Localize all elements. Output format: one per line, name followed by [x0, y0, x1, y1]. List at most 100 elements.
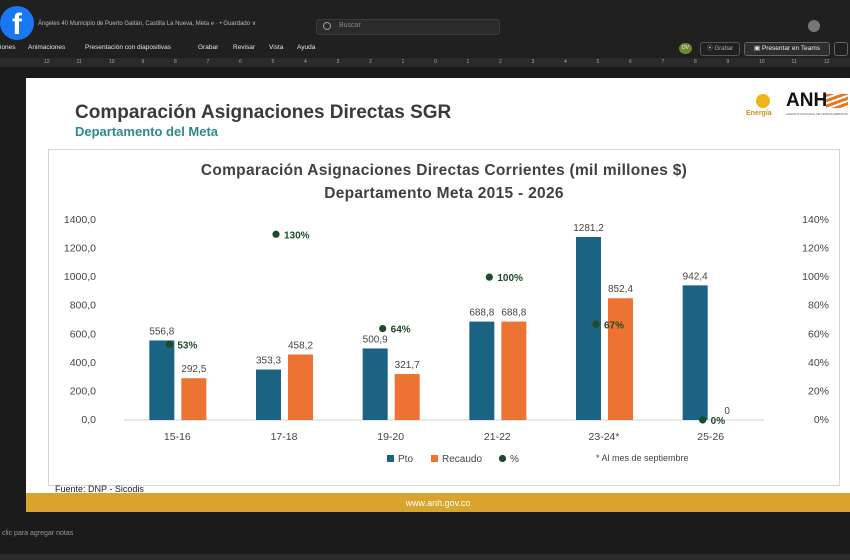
- bar-recaudo: [288, 354, 313, 420]
- ruler-tick: 3: [531, 59, 535, 65]
- pct-marker: [272, 230, 280, 238]
- x-tick-label: 25-26: [697, 431, 724, 443]
- share-button[interactable]: [834, 42, 848, 56]
- bar-pto: [149, 340, 175, 420]
- bar-recaudo: [608, 298, 633, 420]
- y-right-tick-label: 60%: [808, 328, 829, 340]
- pct-label: 67%: [604, 320, 624, 331]
- notes-pane[interactable]: clic para agregar notas: [0, 527, 850, 545]
- ruler-tick: 5: [271, 59, 275, 65]
- bar-recaudo-label: 292,5: [181, 364, 206, 375]
- y-left-tick-label: 0,0: [81, 414, 96, 426]
- taskbar: [0, 554, 850, 560]
- bar-recaudo: [394, 374, 420, 420]
- y-left-tick-label: 1400,0: [64, 214, 96, 226]
- slide-subtitle[interactable]: Departamento del Meta: [75, 124, 219, 139]
- ruler-tick: 7: [206, 59, 210, 65]
- x-tick-label: 21-22: [484, 431, 511, 443]
- bar-pto-label: 1281,2: [573, 223, 604, 234]
- legend-swatch: [431, 455, 438, 462]
- menu-view[interactable]: Vista: [269, 44, 284, 51]
- ruler-tick: 8: [174, 59, 177, 65]
- bar-pto: [576, 236, 601, 420]
- ruler-tick: 1: [466, 59, 470, 65]
- legend-swatch: [387, 455, 394, 462]
- ribbon-menu: iones Animaciones Presentación con diapo…: [0, 38, 850, 58]
- source-note: Fuente: DNP - Sicodis: [55, 484, 144, 494]
- bar-recaudo: [181, 378, 207, 420]
- anh-logo-caption: AGENCIA NACIONAL DE HIDROCARBUROS: [786, 112, 848, 116]
- ruler-tick: 0: [434, 59, 437, 65]
- anh-logo: ANH AGENCIA NACIONAL DE HIDROCARBUROS: [786, 90, 850, 120]
- bar-recaudo-label: 852,4: [608, 284, 633, 295]
- y-left-tick-label: 200,0: [70, 385, 96, 397]
- bar-pto: [256, 369, 281, 420]
- bar-pto-label: 688,8: [469, 308, 494, 319]
- pct-label: 64%: [391, 325, 411, 336]
- bar-recaudo-label: 458,2: [288, 341, 313, 352]
- record-button[interactable]: ⦿ Grabar: [700, 42, 740, 56]
- y-right-tick-label: 140%: [802, 214, 829, 226]
- y-right-tick-label: 100%: [802, 271, 829, 283]
- sun-icon: [756, 94, 770, 108]
- ruler-tick: 12: [44, 59, 50, 65]
- ruler-tick: 10: [759, 59, 765, 65]
- ruler-tick: 4: [304, 59, 307, 65]
- slide-canvas[interactable]: Comparación Asignaciones Directas SGR De…: [26, 78, 850, 512]
- pct-label: 0%: [711, 416, 726, 427]
- menu-review[interactable]: Revisar: [233, 44, 256, 51]
- pct-marker: [379, 324, 387, 333]
- account-avatar[interactable]: [808, 20, 820, 32]
- ruler-tick: 6: [239, 59, 242, 65]
- pct-marker: [699, 416, 707, 424]
- user-initials-badge[interactable]: DV: [679, 43, 692, 54]
- menu-help[interactable]: Ayuda: [297, 44, 316, 51]
- chart-footnote: * Al mes de septiembre: [596, 453, 689, 463]
- footer-url: www.anh.gov.co: [405, 498, 471, 508]
- bar-pto: [362, 348, 388, 420]
- menu-slideshow[interactable]: Presentación con diapositivas: [85, 44, 171, 51]
- facebook-icon: f: [0, 6, 34, 41]
- pct-label: 130%: [284, 230, 310, 241]
- bar-pto: [469, 321, 495, 420]
- energia-logo: Energía: [746, 94, 782, 122]
- chart-title: Comparación Asignaciones Directas Corrie…: [200, 162, 688, 179]
- menu-animations[interactable]: Animaciones: [28, 44, 66, 51]
- bar-pto-label: 353,3: [256, 356, 281, 367]
- search-box[interactable]: Buscar: [316, 19, 500, 35]
- slide-title[interactable]: Comparación Asignaciones Directas SGR: [75, 102, 452, 123]
- chart-container[interactable]: Comparación Asignaciones Directas Corrie…: [48, 149, 840, 486]
- title-bar: Ángeles 40 Municipio de Puerto Gaitán, C…: [0, 0, 850, 38]
- menu-record[interactable]: Grabar: [198, 44, 219, 51]
- ruler-tick: 9: [726, 59, 730, 65]
- notes-placeholder: clic para agregar notas: [2, 530, 74, 537]
- ruler-tick: 2: [369, 59, 372, 65]
- ruler-tick: 1: [401, 59, 405, 65]
- search-icon: [323, 22, 331, 30]
- ruler-tick: 11: [76, 59, 82, 65]
- ruler-tick: 4: [564, 59, 567, 65]
- legend-swatch: [498, 454, 507, 463]
- bar-recaudo-label: 688,8: [501, 308, 526, 319]
- x-tick-label: 23-24*: [589, 431, 620, 443]
- pct-label: 100%: [497, 273, 523, 284]
- y-left-tick-label: 400,0: [70, 357, 96, 369]
- pct-marker: [165, 340, 173, 348]
- menu-transitions[interactable]: iones: [0, 44, 16, 51]
- y-right-tick-label: 40%: [808, 357, 829, 369]
- pct-label: 53%: [177, 340, 197, 351]
- x-tick-label: 15-16: [164, 431, 191, 443]
- y-left-tick-label: 1000,0: [64, 271, 96, 283]
- pct-marker: [592, 320, 600, 328]
- y-left-tick-label: 1200,0: [64, 243, 96, 255]
- footer-bar: www.anh.gov.co: [26, 493, 850, 512]
- ruler-tick: 2: [499, 59, 502, 65]
- ruler-tick: 12: [824, 59, 830, 65]
- anh-logo-mark: [826, 94, 848, 108]
- x-tick-label: 17-18: [271, 431, 298, 443]
- bar-recaudo: [501, 321, 527, 420]
- document-title[interactable]: Ángeles 40 Municipio de Puerto Gaitán, C…: [38, 21, 257, 27]
- bar-pto-label: 500,9: [363, 334, 388, 345]
- present-in-teams-button[interactable]: ▣ Presentar en Teams: [744, 42, 830, 56]
- ruler-tick: 5: [596, 59, 600, 65]
